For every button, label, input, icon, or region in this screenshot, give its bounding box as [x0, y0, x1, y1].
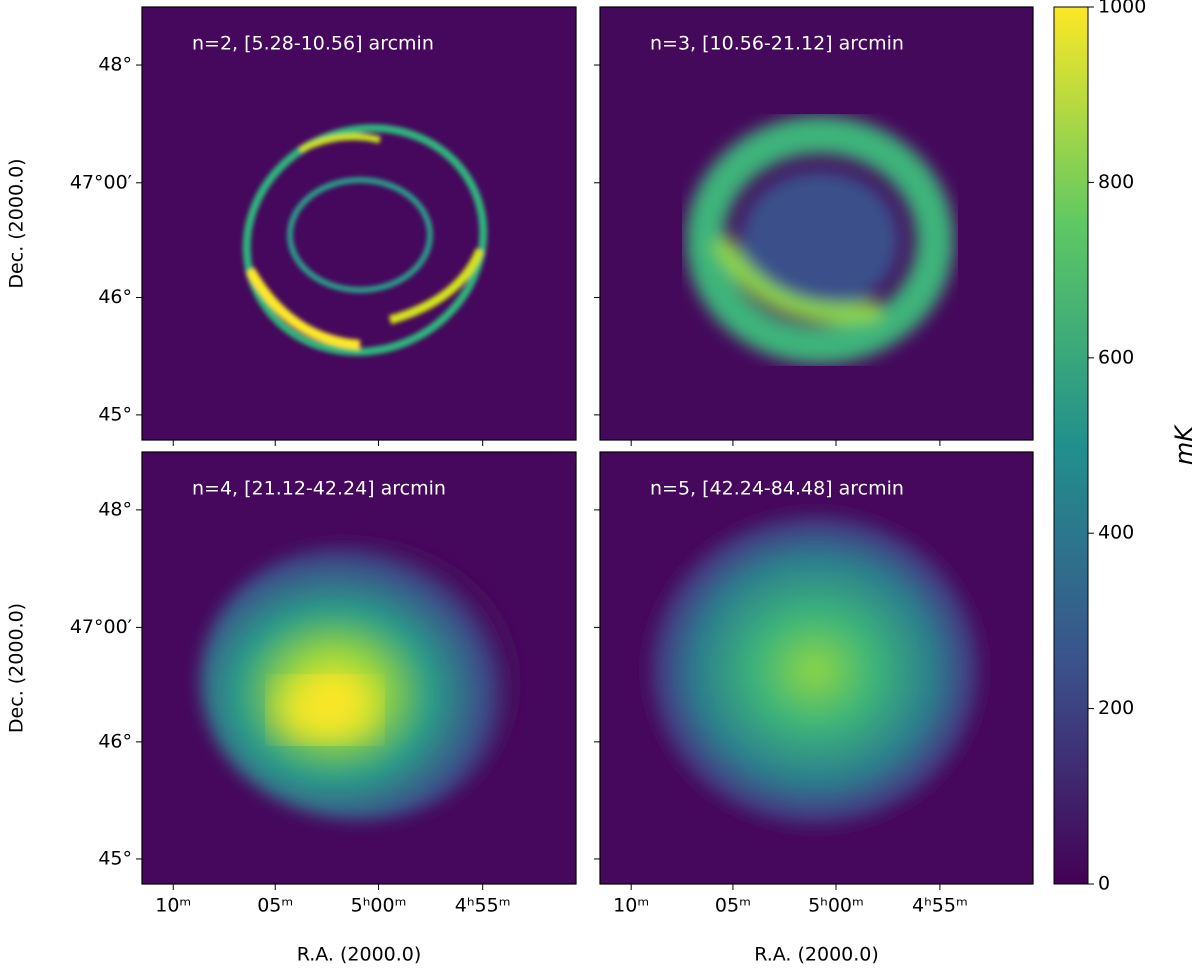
y-tick-label: 46° — [98, 286, 132, 308]
colorbar-tick-label: 800 — [1098, 171, 1134, 193]
colorbar-tick-label: 600 — [1098, 346, 1134, 368]
x-tick-label: 05ᵐ — [257, 895, 293, 917]
panel-annotation: n=4, [21.12-42.24] arcmin — [192, 478, 446, 500]
y-tick-label: 45° — [98, 847, 132, 869]
image-panel — [142, 7, 576, 440]
panel-annotation: n=3, [10.56-21.12] arcmin — [650, 33, 904, 55]
y-tick-label: 47°00′ — [70, 171, 132, 193]
x-tick-label: 05ᵐ — [715, 895, 751, 917]
panel-frame — [141, 6, 577, 441]
panel-frame — [141, 451, 577, 885]
colorbar-tick-label: 1000 — [1098, 0, 1146, 18]
colorbar-tick-label: 200 — [1098, 697, 1134, 719]
y-tick-label: 48° — [98, 498, 132, 520]
panel-annotation: n=5, [42.24-84.48] arcmin — [650, 478, 904, 500]
image-panel — [600, 452, 1033, 884]
x-tick-label: 5ʰ00ᵐ — [351, 895, 407, 917]
colorbar-tick-label: 0 — [1098, 873, 1110, 895]
y-axis-label: Dec. (2000.0) — [6, 603, 28, 733]
x-tick-label: 4ʰ55ᵐ — [912, 895, 968, 917]
x-axis-label: R.A. (2000.0) — [297, 944, 422, 966]
y-tick-label: 47°00′ — [70, 616, 132, 638]
panel-frame — [599, 451, 1034, 885]
x-tick-label: 5ʰ00ᵐ — [808, 895, 864, 917]
panel-annotation: n=2, [5.28-10.56] arcmin — [192, 33, 434, 55]
x-tick-label: 10ᵐ — [155, 895, 191, 917]
colorbar — [1053, 6, 1089, 885]
x-tick-label: 10ᵐ — [613, 895, 649, 917]
x-axis-label: R.A. (2000.0) — [754, 944, 879, 966]
panel-frame — [599, 6, 1034, 441]
colorbar-tick-label: 400 — [1098, 522, 1134, 544]
x-tick-label: 4ʰ55ᵐ — [455, 895, 511, 917]
y-tick-label: 48° — [98, 54, 132, 76]
y-tick-label: 45° — [98, 403, 132, 425]
y-tick-label: 46° — [98, 730, 132, 752]
colorbar-label: mK — [1170, 424, 1198, 465]
y-axis-label: Dec. (2000.0) — [6, 158, 28, 288]
image-panel — [600, 7, 1033, 440]
image-panel — [142, 452, 576, 884]
